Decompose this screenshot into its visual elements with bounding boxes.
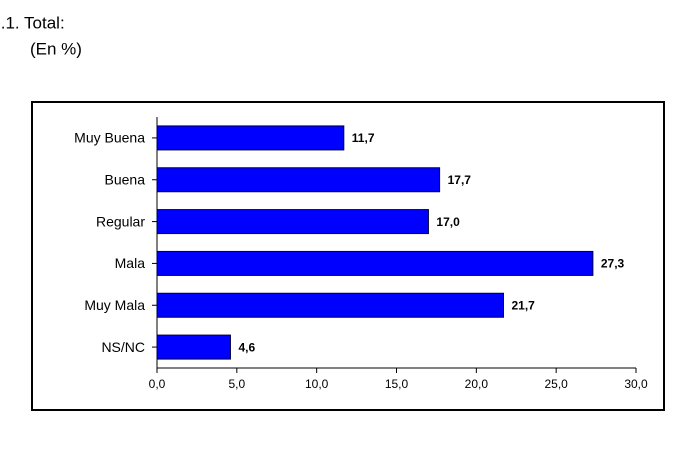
y-tick-label: NS/NC — [101, 339, 145, 355]
bar — [156, 292, 504, 318]
x-tick-label: 0,0 — [149, 377, 166, 391]
value-label: 17,0 — [436, 215, 460, 229]
bar — [156, 334, 231, 360]
y-tick-label: Buena — [105, 171, 146, 187]
chart-title: I.1. Total: — [0, 13, 65, 32]
x-tick-label: 10,0 — [305, 377, 329, 391]
bar — [156, 167, 441, 193]
value-label: 4,6 — [238, 340, 255, 354]
bar — [156, 209, 429, 235]
bar — [156, 125, 345, 151]
x-tick-label: 25,0 — [544, 377, 568, 391]
y-tick-label: Regular — [96, 213, 145, 229]
y-tick-label: Mala — [115, 255, 146, 271]
value-label: 27,3 — [601, 257, 625, 271]
chart-subtitle: (En %) — [30, 39, 82, 58]
y-tick-label: Muy Mala — [84, 297, 145, 313]
y-tick-label: Muy Buena — [74, 130, 145, 146]
x-tick-label: 30,0 — [624, 377, 648, 391]
x-tick-label: 20,0 — [465, 377, 489, 391]
value-label: 21,7 — [511, 298, 535, 312]
bar — [156, 250, 594, 276]
value-label: 17,7 — [448, 173, 472, 187]
x-tick-label: 5,0 — [228, 377, 245, 391]
value-label: 11,7 — [352, 131, 375, 145]
x-tick-label: 15,0 — [385, 377, 409, 391]
chart-frame — [31, 101, 665, 411]
